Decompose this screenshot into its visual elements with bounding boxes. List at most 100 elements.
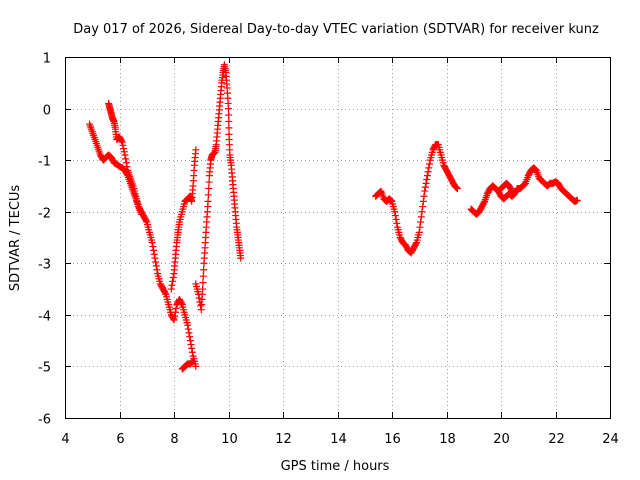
x-tick-label: 8 [170, 432, 178, 447]
data-point [422, 179, 430, 187]
data-point [152, 262, 160, 270]
x-tick-label: 14 [330, 432, 347, 447]
data-point [573, 196, 581, 204]
grid [65, 57, 610, 418]
data-point [507, 186, 515, 194]
data-point [185, 329, 193, 337]
data-point [392, 215, 400, 223]
y-tick-label: -2 [38, 207, 51, 222]
data-point [419, 197, 427, 205]
data-point [188, 344, 196, 352]
data-point [122, 155, 130, 163]
data-point [170, 316, 178, 324]
data-point [508, 187, 516, 195]
data-point [204, 191, 212, 199]
x-axis-label: GPS time / hours [281, 459, 390, 474]
data-point [192, 146, 200, 154]
data-point [225, 124, 233, 132]
data-point [149, 243, 157, 251]
data-point [169, 277, 177, 285]
data-point [187, 341, 195, 349]
x-tick-label: 24 [602, 432, 619, 447]
data-point [161, 289, 169, 297]
data-point [417, 218, 425, 226]
y-tick-label: -5 [38, 361, 51, 376]
data-point [120, 145, 128, 153]
y-tick-label: -4 [38, 310, 51, 325]
data-point [391, 208, 399, 216]
data-point [167, 285, 175, 293]
data-point [205, 178, 213, 186]
data-point [184, 321, 192, 329]
data-point [188, 348, 196, 356]
data-point [150, 246, 158, 254]
data-point [225, 111, 233, 119]
data-point [188, 358, 196, 366]
data-series-sdtvar [86, 61, 581, 373]
data-point [453, 185, 461, 193]
data-point [169, 273, 177, 281]
y-axis-label: SDTVAR / TECUs [8, 185, 23, 292]
data-point [186, 333, 194, 341]
data-point [420, 192, 428, 200]
x-tick-label: 18 [439, 432, 456, 447]
data-point [423, 175, 431, 183]
x-tick-label: 16 [384, 432, 401, 447]
data-point [210, 150, 218, 158]
data-point [425, 164, 433, 172]
data-point [192, 362, 200, 370]
data-point [423, 172, 431, 180]
data-point [168, 281, 176, 289]
data-point [199, 285, 207, 293]
data-point [197, 302, 205, 310]
data-point [387, 196, 395, 204]
data-point [151, 254, 159, 262]
data-point [205, 185, 213, 193]
data-point [171, 312, 179, 320]
x-tick-label: 6 [116, 432, 124, 447]
y-tick-label: -6 [38, 413, 51, 428]
chart-title: Day 017 of 2026, Sidereal Day-to-day VTE… [73, 22, 599, 37]
data-point [415, 228, 423, 236]
data-point [412, 240, 420, 248]
data-point [148, 239, 156, 247]
data-point [225, 105, 232, 113]
data-point [184, 325, 192, 333]
data-point [199, 279, 207, 287]
data-point [453, 184, 461, 192]
data-point [418, 208, 426, 216]
data-point [425, 160, 433, 168]
data-point [118, 137, 126, 145]
data-point [200, 266, 208, 274]
x-tick-label: 20 [493, 432, 510, 447]
x-tick-label: 22 [548, 432, 565, 447]
x-axis: 4 6 8 10 12 14 16 18 20 22 24 [61, 57, 619, 447]
data-point [421, 187, 429, 195]
data-point [237, 254, 245, 262]
x-tick-label: 4 [61, 432, 69, 447]
data-point [452, 183, 460, 191]
y-tick-label: -1 [38, 155, 51, 170]
y-tick-label: 0 [43, 104, 51, 119]
data-point [225, 117, 233, 125]
data-point [419, 203, 427, 211]
x-tick-label: 12 [275, 432, 292, 447]
data-point [172, 304, 180, 312]
data-point [150, 250, 158, 258]
y-tick-label: -3 [38, 258, 51, 273]
data-point [189, 357, 197, 365]
data-point [118, 138, 126, 146]
data-point [171, 308, 179, 316]
data-point [391, 212, 399, 220]
data-point [142, 217, 150, 225]
x-tick-label: 10 [221, 432, 238, 447]
data-point [177, 299, 185, 307]
data-point [153, 266, 161, 274]
data-point [417, 213, 425, 221]
data-point [123, 163, 131, 171]
data-point [387, 197, 395, 205]
y-axis: -6 -5 -4 -3 -2 -1 0 1 [38, 52, 610, 428]
data-point [204, 197, 212, 205]
data-point [199, 272, 207, 280]
data-point [416, 223, 424, 231]
